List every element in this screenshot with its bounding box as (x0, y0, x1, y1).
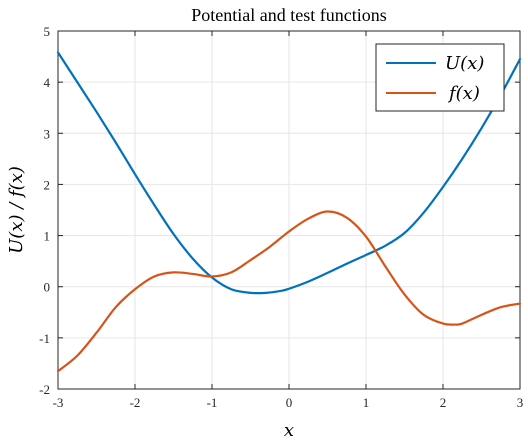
chart-title: Potential and test functions (191, 5, 386, 25)
series-line-f (56, 210, 522, 373)
y-tick-label: 4 (44, 75, 51, 90)
y-tick-label: 3 (44, 126, 51, 141)
legend-label-f: f(x) (447, 83, 480, 104)
x-tick-label: -2 (130, 395, 141, 410)
y-tick-label: 5 (44, 24, 51, 39)
y-tick-label: 1 (44, 229, 51, 244)
x-tick-label: -1 (207, 395, 218, 410)
x-tick-label: -3 (53, 395, 64, 410)
series-lines (56, 51, 522, 373)
x-tick-label: 1 (363, 395, 370, 410)
x-tick-label: 3 (517, 395, 524, 410)
legend-box (375, 43, 505, 112)
legend: U(x) f(x) (375, 43, 505, 112)
y-tick-label: -1 (39, 331, 50, 346)
x-tick-label: 0 (286, 395, 293, 410)
series-line-u (56, 51, 522, 295)
x-axis-label: x (284, 420, 294, 441)
y-tick-label: 0 (44, 280, 51, 295)
legend-label-u: U(x) (445, 53, 484, 74)
y-tick-label: -2 (39, 382, 50, 397)
y-tick-label: 2 (44, 177, 51, 192)
grid (58, 31, 520, 389)
y-axis-label: U(x) / f(x) (6, 166, 27, 254)
x-tick-label: 2 (440, 395, 447, 410)
